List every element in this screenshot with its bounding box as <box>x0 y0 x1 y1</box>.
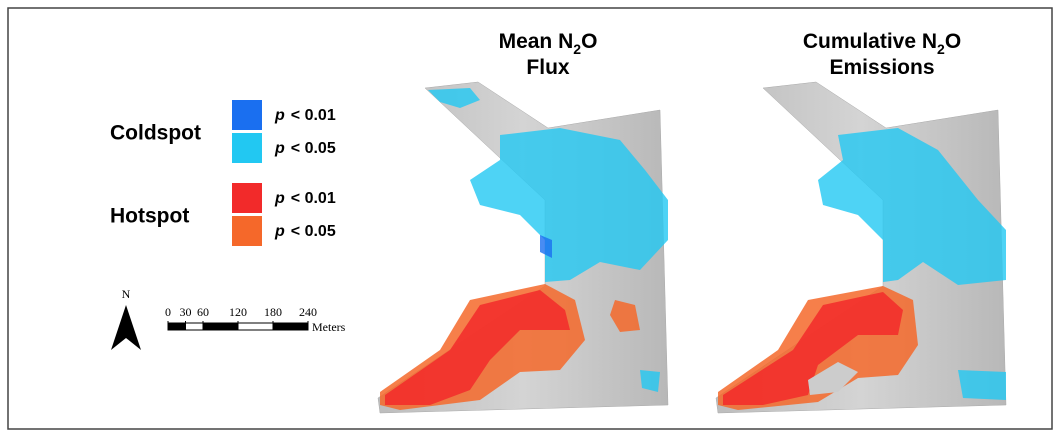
map-title: Mean N2O <box>499 30 598 57</box>
map-title: Flux <box>526 56 569 79</box>
legend: Coldspot p < 0.01 p < 0.05 Hotspot p < 0.01 p < 0… <box>110 100 336 246</box>
map <box>716 82 1006 413</box>
legend-group-label: Coldspot <box>110 122 201 145</box>
scale-segment <box>203 323 238 330</box>
figure: Mean N2O Flux Cumulative N2O Emissions N… <box>0 0 1062 435</box>
legend-swatch <box>232 183 262 213</box>
legend-label: p < 0.05 <box>274 223 336 240</box>
legend-condition: < 0.05 <box>291 223 336 240</box>
legend-variable: p <box>274 140 285 157</box>
north-arrow <box>111 305 141 350</box>
map-title: Cumulative N2O <box>803 30 961 57</box>
legend-swatch <box>232 216 262 246</box>
title-subscript: 2 <box>937 41 945 57</box>
legend-label: p < 0.01 <box>274 107 336 124</box>
coldspot-area <box>958 370 1006 400</box>
north-label: N <box>122 287 131 301</box>
legend-condition: < 0.05 <box>291 140 336 157</box>
map-title: Emissions <box>829 56 934 79</box>
scale-segment <box>273 323 308 330</box>
legend-swatch <box>232 100 262 130</box>
scale-label: 60 <box>197 305 209 319</box>
legend-label: p < 0.01 <box>274 190 336 207</box>
scale-label: 180 <box>264 305 282 319</box>
title-text: Cumulative N <box>803 30 937 53</box>
scale-label: 120 <box>229 305 247 319</box>
title-text: Mean N <box>499 30 574 53</box>
legend-condition: < 0.01 <box>291 190 336 207</box>
scale-label: 0 <box>165 305 171 319</box>
scale-label: 30 <box>180 305 192 319</box>
legend-group-label: Hotspot <box>110 205 189 228</box>
title-text: O <box>581 30 597 53</box>
scale-segment <box>168 323 186 330</box>
legend-condition: < 0.01 <box>291 107 336 124</box>
legend-variable: p <box>274 107 285 124</box>
legend-label: p < 0.05 <box>274 140 336 157</box>
scale-unit: Meters <box>312 320 346 334</box>
title-subscript: 2 <box>573 41 581 57</box>
title-text: O <box>945 30 961 53</box>
legend-variable: p <box>274 223 285 240</box>
scale-label: 240 <box>299 305 317 319</box>
legend-variable: p <box>274 190 285 207</box>
map <box>378 82 668 413</box>
legend-swatch <box>232 133 262 163</box>
